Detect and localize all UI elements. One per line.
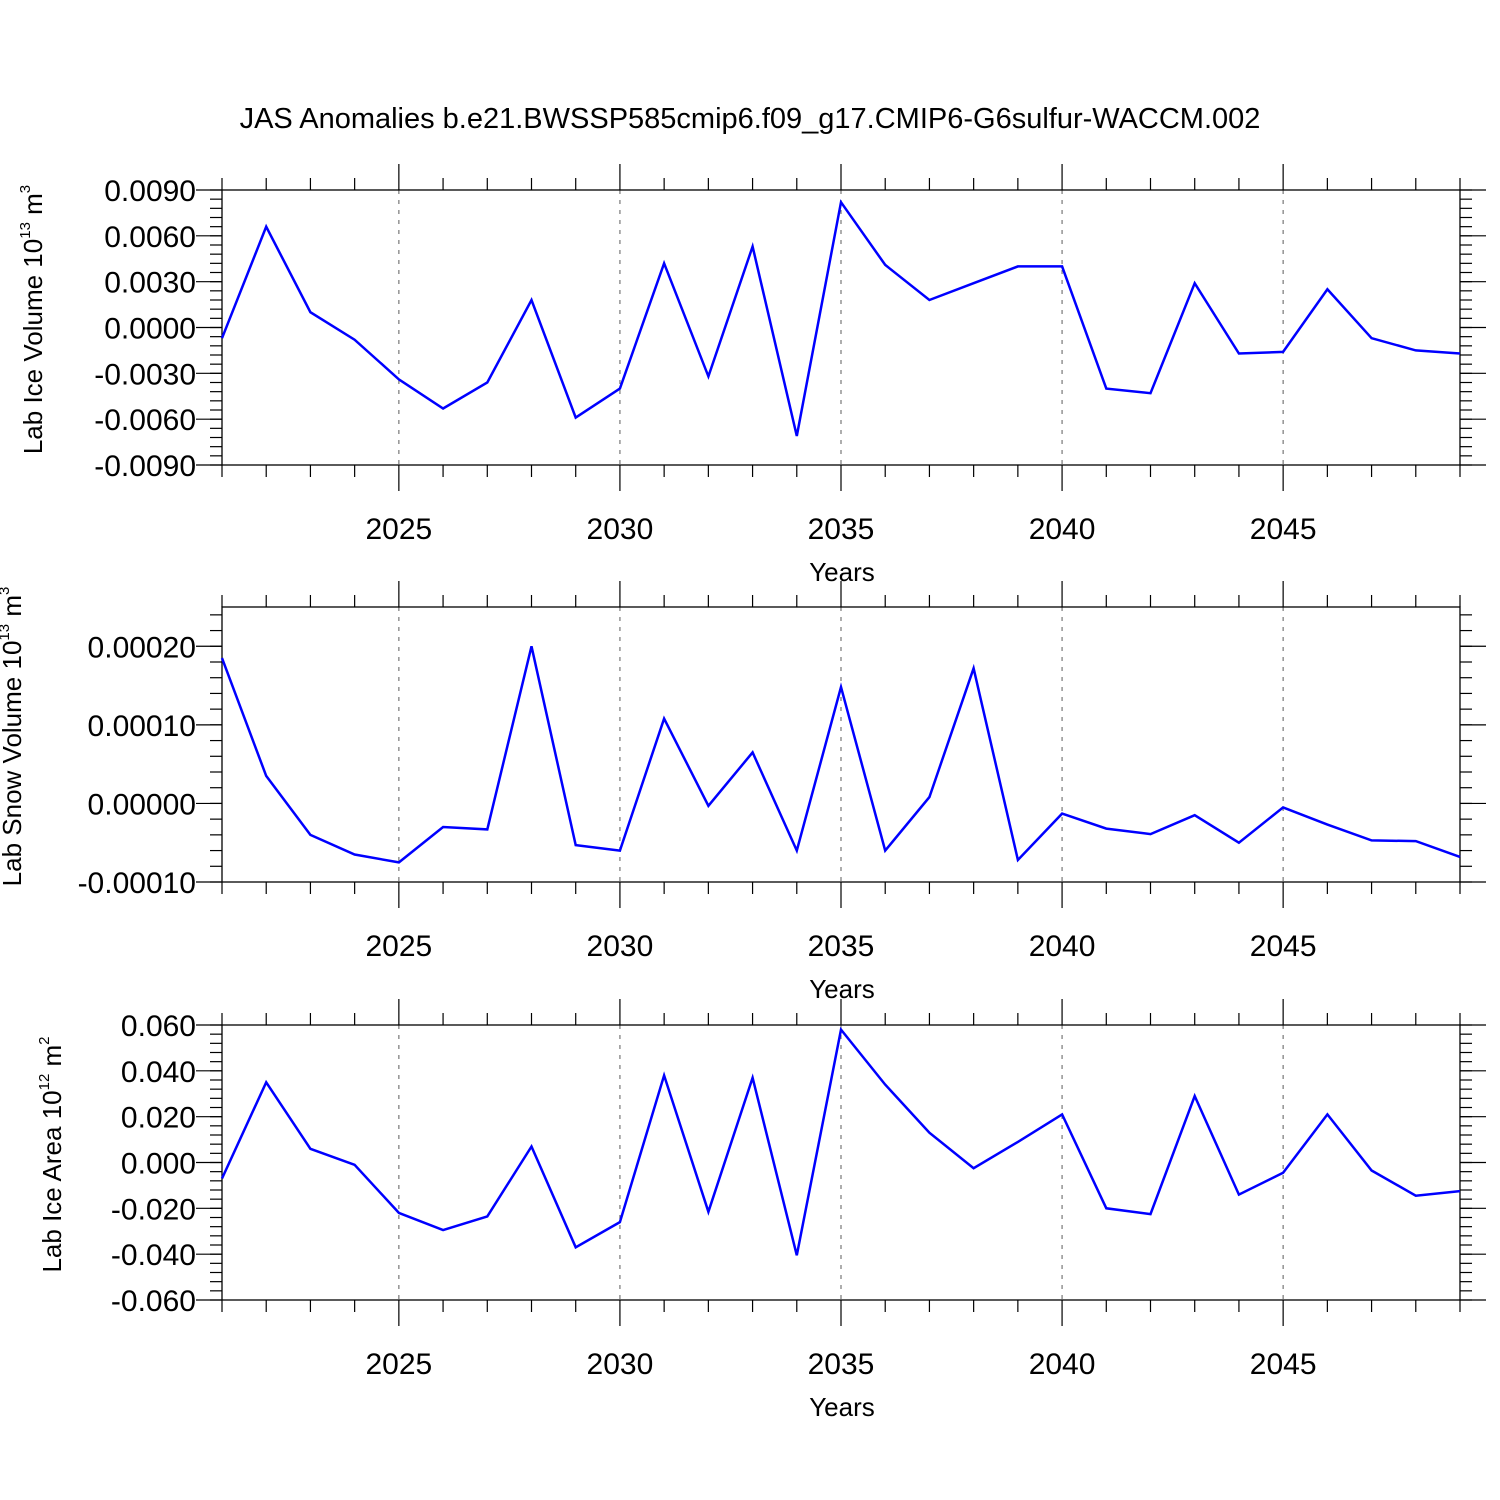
x-axis-label: Years xyxy=(809,974,875,1004)
y-tick-label: 0.060 xyxy=(121,1010,196,1043)
y-tick-label: -0.00010 xyxy=(78,867,196,900)
y-tick-label: 0.020 xyxy=(121,1102,196,1135)
x-tick-label: 2045 xyxy=(1250,513,1317,546)
x-tick-label: 2035 xyxy=(808,930,875,963)
y-tick-label: 0.0030 xyxy=(104,267,196,300)
y-tick-label: -0.020 xyxy=(111,1193,196,1226)
x-tick-label: 2025 xyxy=(365,513,432,546)
x-axis-label: Years xyxy=(809,557,875,587)
series-line-1 xyxy=(220,646,1461,864)
y-tick-label: 0.0060 xyxy=(104,221,196,254)
y-tick-label: 0.000 xyxy=(121,1148,196,1181)
x-tick-label: 2030 xyxy=(587,930,654,963)
x-tick-label: 2040 xyxy=(1029,1348,1096,1381)
x-tick-label: 2030 xyxy=(587,513,654,546)
x-tick-label: 2035 xyxy=(808,1348,875,1381)
x-tick-label: 2025 xyxy=(365,1348,432,1381)
x-tick-label: 2040 xyxy=(1029,513,1096,546)
x-tick-label: 2045 xyxy=(1250,930,1317,963)
x-tick-label: 2030 xyxy=(587,1348,654,1381)
y-tick-label: 0.00010 xyxy=(88,710,196,743)
y-tick-label: -0.0090 xyxy=(94,450,196,483)
y-tick-label: -0.0060 xyxy=(94,404,196,437)
panel-3: -0.060 -0.040 -0.020 0.000 0.020 0.040 0.060 20… xyxy=(36,999,1486,1422)
y-tick-label: -0.0030 xyxy=(94,358,196,391)
y-axis-label: Lab Ice Volume 1013 m3 xyxy=(17,185,48,454)
x-tick-label: 2040 xyxy=(1029,930,1096,963)
y-tick-label: -0.060 xyxy=(111,1285,196,1318)
chart-title: JAS Anomalies b.e21.BWSSP585cmip6.f09_g1… xyxy=(240,103,1261,135)
y-tick-label: -0.040 xyxy=(111,1239,196,1272)
x-tick-label: 2025 xyxy=(365,930,432,963)
chart-panels: -0.0090 -0.0060 -0.0030 0.0000 0.0030 0.0060 0… xyxy=(0,164,1486,1422)
x-tick-label: 2035 xyxy=(808,513,875,546)
y-tick-label: 0.0090 xyxy=(104,175,196,208)
series-line-1 xyxy=(220,199,1461,437)
panel-1: -0.0090 -0.0060 -0.0030 0.0000 0.0030 0.0060 0… xyxy=(17,164,1486,587)
series-line-1 xyxy=(220,1026,1461,1256)
y-tick-label: 0.00000 xyxy=(88,788,196,821)
panel-2: -0.00010 0.00000 0.00010 0.00020 2025 2030 203… xyxy=(0,581,1486,1004)
y-axis-label: Lab Snow Volume 1013 m3 xyxy=(0,587,27,887)
x-axis-label: Years xyxy=(809,1392,875,1422)
y-tick-label: 0.0000 xyxy=(104,313,196,346)
y-tick-label: 0.040 xyxy=(121,1056,196,1089)
y-tick-label: 0.00020 xyxy=(88,631,196,664)
y-axis-label: Lab Ice Area 1012 m2 xyxy=(36,1036,67,1272)
x-tick-label: 2045 xyxy=(1250,1348,1317,1381)
